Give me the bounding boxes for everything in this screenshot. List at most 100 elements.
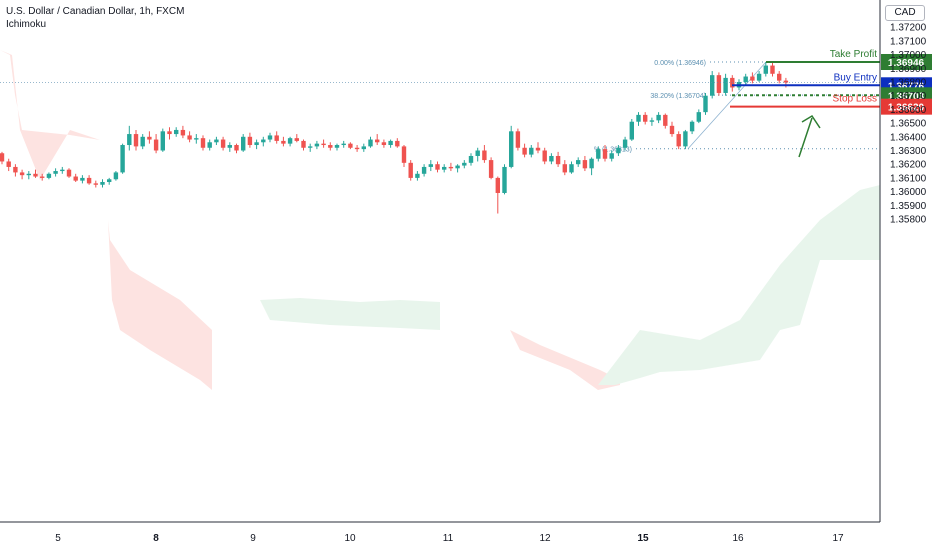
candle-body	[783, 80, 789, 83]
candle-body	[448, 166, 454, 169]
candle-body	[475, 150, 480, 156]
price-tick-label: 1.36900	[890, 64, 927, 75]
level-price-text: 1.36703	[888, 91, 925, 102]
candle-body	[495, 177, 500, 193]
candle-body	[428, 164, 433, 167]
candle-body	[676, 134, 681, 147]
candle-body	[509, 131, 514, 167]
candle-body	[529, 147, 534, 155]
candle-body	[120, 145, 125, 173]
candle-body	[0, 153, 5, 162]
chart-title: U.S. Dollar / Canadian Dollar, 1h, FXCM	[6, 6, 185, 17]
candle-body	[6, 161, 11, 167]
candle-body	[622, 139, 628, 148]
time-tick-label: 5	[55, 533, 61, 544]
candle-body	[73, 176, 78, 181]
candle-body	[435, 164, 440, 170]
level-name: Stop Loss	[833, 94, 877, 105]
candle-body	[415, 173, 420, 178]
candle-body	[174, 129, 179, 135]
candle-body	[107, 179, 112, 183]
candle-body	[522, 147, 527, 155]
candle-body	[669, 125, 675, 135]
candle-body	[368, 139, 373, 147]
candle-body	[294, 138, 299, 141]
candle-body	[274, 135, 279, 141]
candle-body	[696, 112, 701, 122]
time-tick-label: 15	[637, 533, 649, 544]
trade-levels: Take Profit 1.36946 Buy Entry 1.367761.3670…	[730, 49, 932, 158]
candle-body	[220, 139, 226, 148]
time-axis[interactable]: 5 8 9 10 11 12 15 16 17	[0, 521, 880, 544]
candle-body	[140, 136, 145, 147]
level-price-text: 1.36776	[888, 81, 925, 92]
candle-body	[710, 75, 715, 96]
candle-body	[308, 146, 313, 148]
price-tick-label: 1.36600	[890, 105, 927, 116]
time-tick-label: 12	[539, 533, 551, 544]
candle-body	[535, 147, 541, 151]
candle-body	[462, 162, 467, 166]
candle-body	[328, 145, 333, 148]
time-tick-label: 17	[832, 533, 844, 544]
candle-body	[616, 147, 621, 154]
time-tick-label: 9	[250, 533, 256, 544]
cloud-bear-region-2	[510, 330, 620, 390]
candle-body	[656, 114, 661, 121]
fib-trend-line	[687, 61, 767, 149]
candle-body	[388, 140, 393, 146]
candle-body	[488, 160, 494, 178]
cloud-bull-region-2	[598, 185, 880, 385]
candle-body	[341, 143, 346, 146]
candle-body	[314, 143, 320, 147]
candle-body	[361, 146, 366, 150]
candle-body	[482, 150, 487, 161]
candle-body	[113, 172, 119, 180]
price-axis[interactable]: 1.35800 1.35900 1.36000 1.36100 1.36200 1.363…	[879, 0, 927, 522]
price-tick-label: 1.36400	[890, 132, 927, 143]
cloud-bear-region	[0, 50, 212, 390]
fib-label: 38.20% (1.36704)	[650, 93, 706, 100]
candle-body	[636, 114, 641, 122]
candle-body	[153, 139, 159, 151]
candle-body	[207, 142, 212, 148]
candle-body	[649, 120, 655, 122]
cloud-bull-region-1	[260, 298, 440, 330]
candle-body	[334, 145, 340, 148]
candle-body	[582, 160, 588, 169]
candle-body	[395, 140, 400, 147]
currency-selector[interactable]: CAD	[885, 5, 925, 21]
candle-body	[750, 76, 755, 81]
candle-body	[629, 121, 634, 140]
candle-body	[689, 121, 695, 132]
candle-body	[703, 95, 708, 113]
candle-body	[19, 172, 25, 176]
candle-body	[80, 177, 85, 181]
candle-body	[381, 142, 387, 146]
time-tick-label: 8	[153, 533, 159, 544]
candle-body	[46, 173, 52, 178]
candle-body	[770, 65, 775, 74]
price-tick-label: 1.36500	[890, 119, 927, 130]
candle-body	[287, 138, 293, 144]
candle-body	[683, 131, 688, 147]
candle-body	[194, 138, 199, 140]
candle-body	[13, 166, 18, 173]
time-tick-label: 16	[732, 533, 744, 544]
candle-body	[133, 134, 139, 147]
candle-body	[468, 155, 474, 163]
candle-body	[254, 142, 259, 146]
candle-body	[756, 73, 762, 81]
candle-body	[555, 155, 561, 165]
price-tick-label: 1.35900	[890, 201, 927, 212]
price-tick-label: 1.36800	[890, 78, 927, 89]
candle-body	[247, 136, 253, 146]
candle-body	[147, 136, 152, 140]
candle-body	[93, 183, 98, 185]
indicator-label[interactable]: Ichimoku	[6, 19, 47, 30]
price-tick-label: 1.36100	[890, 173, 927, 184]
candle-body	[375, 139, 380, 143]
candle-body	[281, 140, 286, 144]
candle-body	[127, 134, 132, 146]
